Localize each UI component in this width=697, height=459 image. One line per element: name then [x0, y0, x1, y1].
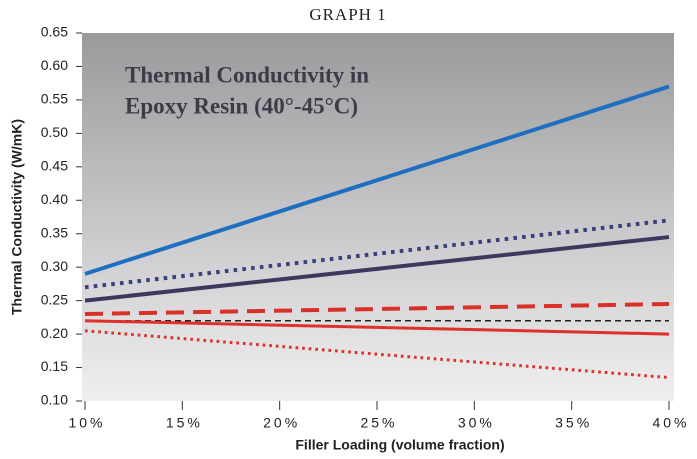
data-line: [84, 84, 670, 276]
y-tick-label: 0.45: [41, 158, 68, 174]
x-tick-label: 40%: [652, 415, 689, 431]
x-tick-label: 15%: [166, 415, 203, 431]
chart-title: Epoxy Resin (40°-45°C): [125, 93, 358, 118]
x-tick-label: 35%: [555, 415, 592, 431]
data-line: [84, 235, 670, 303]
chart-title: Thermal Conductivity in: [125, 62, 369, 87]
data-line: [84, 329, 670, 380]
y-axis-label: Thermal Conductivity (W/mK): [9, 119, 25, 315]
y-tick-label: 0.25: [41, 291, 68, 307]
y-tick-label: 0.35: [41, 224, 68, 240]
y-tick-label: 0.55: [41, 91, 68, 107]
data-line: [84, 218, 670, 290]
y-tick-label: 0.60: [41, 57, 68, 73]
header: GRAPH 1: [309, 5, 386, 24]
data-line: [84, 319, 670, 336]
x-tick-label: 20%: [263, 415, 300, 431]
x-axis-label: Filler Loading (volume fraction): [295, 437, 504, 453]
y-tick-label: 0.40: [41, 191, 68, 207]
y-tick-label: 0.20: [41, 325, 68, 341]
plot-area: [82, 33, 674, 401]
y-tick-label: 0.50: [41, 124, 68, 140]
y-tick-label: 0.10: [41, 392, 68, 408]
x-tick-label: 25%: [360, 415, 397, 431]
x-tick-label: 10%: [68, 415, 105, 431]
y-tick-label: 0.30: [41, 258, 68, 274]
data-line: [84, 301, 670, 317]
y-tick-label: 0.15: [41, 358, 68, 374]
x-tick-label: 30%: [458, 415, 495, 431]
y-tick-label: 0.65: [41, 24, 68, 40]
